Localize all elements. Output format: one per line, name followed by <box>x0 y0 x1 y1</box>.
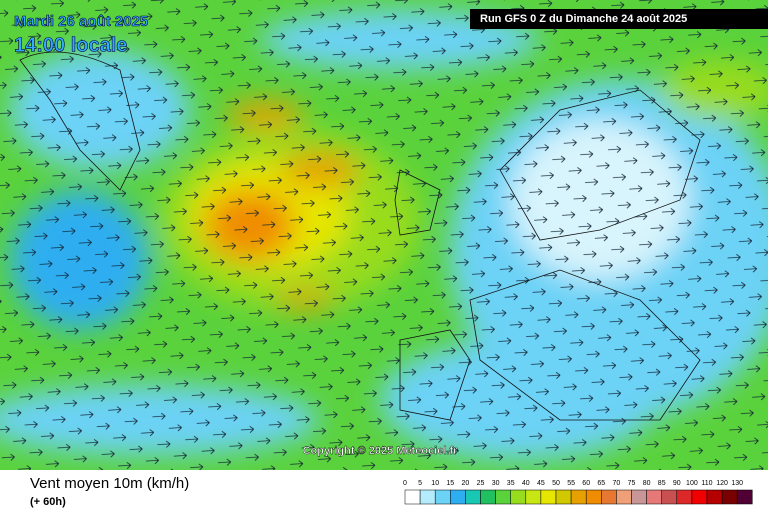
legend-swatch <box>540 489 557 505</box>
legend-label: 50 <box>552 480 560 487</box>
legend-label: 25 <box>477 480 485 487</box>
legend-swatch <box>419 489 436 505</box>
legend-swatch <box>661 489 678 505</box>
legend-swatch <box>646 489 662 505</box>
legend-swatch <box>736 489 753 505</box>
legend-label: 100 <box>686 480 698 487</box>
legend-label: 80 <box>643 480 651 487</box>
legend-swatch <box>706 489 723 505</box>
legend-swatch <box>631 489 647 505</box>
date: Mardi 26 août 2025 <box>14 13 148 30</box>
legend-swatch <box>465 489 481 505</box>
legend-swatch <box>495 489 511 505</box>
legend-label: 60 <box>582 480 590 487</box>
legend-label: 30 <box>492 480 500 487</box>
legend-swatch <box>585 489 602 505</box>
legend-swatch <box>480 489 496 505</box>
legend-label: 65 <box>597 480 605 487</box>
footer-lead: (+ 60h) <box>30 496 66 508</box>
time: 14:00 locale <box>14 34 127 56</box>
footer-title: Vent moyen 10m (km/h) <box>30 475 189 492</box>
legend-swatch <box>616 489 632 505</box>
copyright: Copyright © 2025 Meteociel.fr <box>303 445 459 457</box>
legend-label: 130 <box>731 480 743 487</box>
legend-label: 35 <box>507 480 515 487</box>
legend-label: 5 <box>418 480 422 487</box>
legend-label: 75 <box>628 480 636 487</box>
legend-label: 55 <box>567 480 575 487</box>
legend-label: 85 <box>658 480 666 487</box>
legend-label: 40 <box>522 480 530 487</box>
legend-swatch <box>450 489 466 505</box>
run: Run GFS 0 Z du Dimanche 24 août 2025 <box>480 13 687 25</box>
legend-swatch <box>555 489 572 505</box>
legend-label: 10 <box>431 480 439 487</box>
legend-swatch <box>570 489 587 505</box>
legend: 0 5 10 15 20 25 30 35 40 45 50 55 60 65 70 75 80 85 90 100 1… <box>403 480 753 505</box>
run-box <box>470 9 768 29</box>
legend-swatch <box>434 489 451 505</box>
legend-label: 90 <box>673 480 681 487</box>
legend-label: 20 <box>462 480 470 487</box>
wind-field <box>0 0 768 470</box>
legend-swatch <box>525 489 542 505</box>
legend-label: 15 <box>446 480 454 487</box>
legend-swatch <box>601 489 617 505</box>
legend-swatch <box>721 489 738 505</box>
legend-label: 120 <box>716 480 728 487</box>
legend-label: 70 <box>613 480 621 487</box>
legend-label: 110 <box>701 480 712 487</box>
legend-label: 0 <box>403 480 407 487</box>
legend-swatch <box>510 489 527 505</box>
legend-swatch <box>404 489 421 505</box>
legend-swatch <box>691 489 708 505</box>
legend-swatch <box>676 489 693 505</box>
legend-label: 45 <box>537 480 545 487</box>
